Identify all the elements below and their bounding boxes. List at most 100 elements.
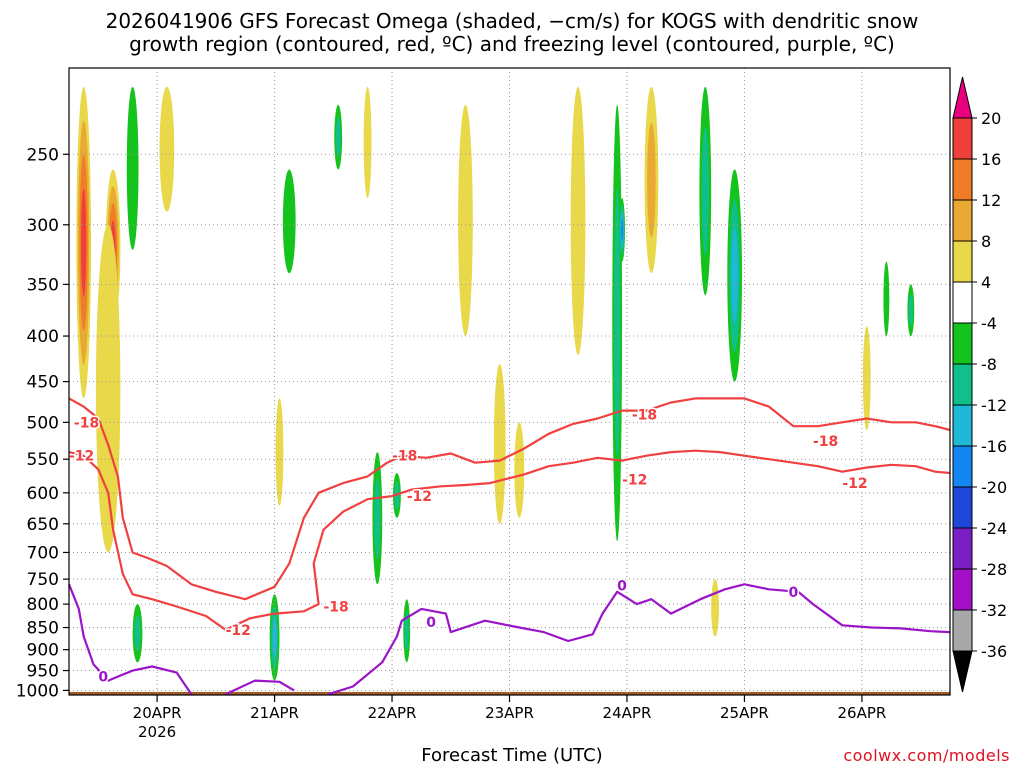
colorbar: 20 16 12 8 4 -4 -8 -12 -16 -20 -24 -28 -32 -36	[952, 76, 1007, 693]
colorbar-label: -8	[981, 355, 997, 374]
colorbar-label: 12	[981, 191, 1001, 210]
y-tick-label: 1000	[16, 681, 59, 701]
x-tick-label: 26APR	[837, 704, 886, 722]
omega-cell	[81, 188, 87, 297]
colorbar-swatch	[952, 445, 973, 488]
x-tick-sublabel: 2026	[138, 723, 176, 741]
colorbar-swatch	[952, 322, 973, 365]
colorbar-label: -4	[981, 314, 997, 333]
colorbar-swatch	[952, 240, 973, 283]
omega-cell	[126, 86, 139, 250]
contour-label: 0	[617, 578, 627, 594]
omega-cell	[701, 126, 709, 256]
colorbar-swatch	[952, 568, 973, 611]
contour-label: -18	[392, 449, 417, 465]
omega-cell	[908, 294, 913, 327]
colorbar-label: 16	[981, 150, 1001, 169]
credit-link[interactable]: coolwx.com/models	[843, 746, 1010, 765]
y-tick-label: 350	[27, 275, 59, 295]
contour-line--12	[68, 449, 951, 631]
colorbar-label: -16	[981, 437, 1007, 456]
chart-title-line1: 2026041906 GFS Forecast Omega (shaded, −…	[105, 9, 919, 33]
contour-lines: -18 -18 -18 -18 -18 -12 -12 -12 -12 -12 0 0 0 0	[68, 397, 951, 696]
x-tick-label: 24APR	[603, 704, 652, 722]
y-tick-label: 950	[27, 662, 59, 682]
contour-label: 0	[98, 670, 108, 686]
colorbar-label: -28	[981, 560, 1007, 579]
omega-cell	[621, 218, 624, 241]
omega-cell	[731, 228, 738, 323]
omega-cell	[514, 422, 525, 518]
grid-lines	[69, 68, 950, 695]
contour-label: -12	[622, 473, 647, 489]
colorbar-swatch	[952, 486, 973, 529]
y-tick-label: 600	[27, 484, 59, 504]
omega-cell	[458, 104, 473, 337]
colorbar-label: -36	[981, 642, 1007, 661]
omega-cell	[862, 326, 871, 430]
omega-cell	[95, 224, 121, 553]
omega-cell	[335, 117, 341, 158]
y-axis: 2503003504004505005506006507007508008509…	[16, 145, 69, 701]
y-tick-label: 900	[27, 641, 59, 661]
omega-cell	[647, 122, 656, 238]
x-tick-label: 20APR	[133, 704, 182, 722]
y-tick-label: 450	[27, 373, 59, 393]
contour-label: -18	[632, 408, 657, 424]
y-tick-label: 300	[27, 216, 59, 236]
x-tick-label: 22APR	[368, 704, 417, 722]
colorbar-label: -12	[981, 396, 1007, 415]
colorbar-label: 8	[981, 232, 991, 251]
y-tick-label: 800	[27, 595, 59, 615]
omega-cell	[134, 615, 141, 652]
omega-cell	[614, 188, 621, 458]
colorbar-label: 4	[981, 273, 991, 292]
x-tick-label: 23APR	[485, 704, 534, 722]
colorbar-swatch	[952, 117, 973, 160]
x-axis-label: Forecast Time (UTC)	[421, 745, 603, 766]
omega-cell	[493, 364, 506, 524]
contour-label: -18	[813, 434, 838, 450]
y-tick-label: 700	[27, 543, 59, 563]
colorbar-swatch	[952, 650, 973, 693]
colorbar-swatch	[952, 363, 973, 406]
omega-cell	[883, 261, 890, 337]
contour-label: -12	[69, 449, 94, 465]
omega-shading	[76, 86, 915, 681]
colorbar-label: -24	[981, 519, 1007, 538]
y-tick-label: 250	[27, 145, 59, 165]
colorbar-label: -32	[981, 601, 1007, 620]
contour-label: -12	[226, 623, 251, 639]
contour-label: 0	[788, 585, 798, 601]
ground-terrain	[69, 691, 950, 695]
y-tick-label: 850	[27, 619, 59, 639]
colorbar-swatch	[952, 404, 973, 447]
contour-label: -18	[74, 415, 99, 431]
y-tick-label: 650	[27, 515, 59, 535]
contour-label: 0	[426, 615, 436, 631]
x-tick-label: 25APR	[720, 704, 769, 722]
colorbar-swatch	[952, 199, 973, 242]
y-tick-label: 500	[27, 413, 59, 433]
contour-label: -18	[324, 600, 349, 616]
colorbar-swatch	[952, 158, 973, 201]
ground-fill	[69, 691, 950, 695]
colorbar-label: 20	[981, 109, 1001, 128]
x-tick-label: 21APR	[250, 704, 299, 722]
omega-cell	[282, 169, 296, 274]
contour-label: -12	[407, 489, 432, 505]
colorbar-swatch	[952, 281, 973, 324]
colorbar-swatch	[952, 527, 973, 570]
chart-title-line2: growth region (contoured, red, ºC) and f…	[129, 32, 895, 56]
omega-cell	[404, 611, 409, 651]
omega-cell	[570, 86, 586, 355]
y-tick-label: 400	[27, 327, 59, 347]
omega-cell	[374, 477, 381, 559]
omega-cell	[275, 398, 284, 506]
omega-cell	[159, 86, 175, 212]
contour-line--18	[68, 397, 951, 601]
y-tick-label: 750	[27, 570, 59, 590]
contour-label: -12	[842, 476, 867, 492]
